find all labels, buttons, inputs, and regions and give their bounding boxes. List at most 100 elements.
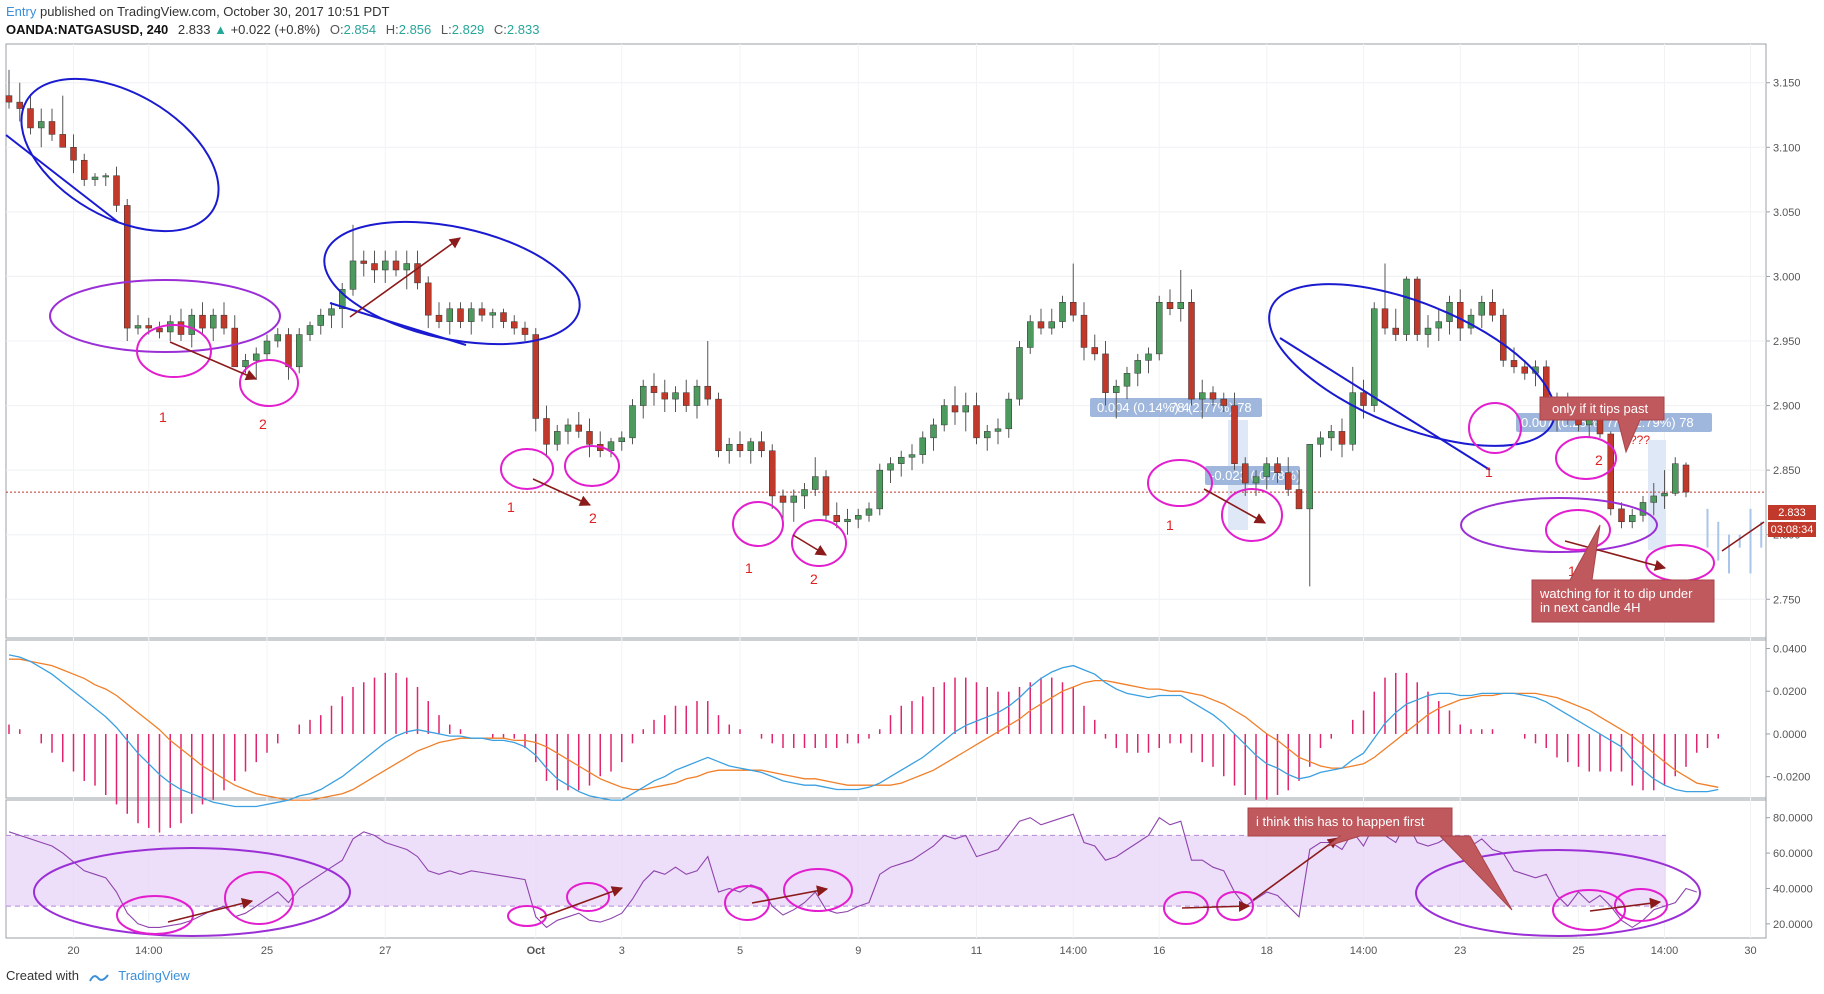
rsi-arrow-1[interactable] <box>167 898 254 923</box>
rsi-arrow-6[interactable] <box>1589 897 1662 912</box>
candle-body <box>736 444 744 452</box>
candle-body <box>220 314 228 329</box>
candle <box>274 328 281 348</box>
candle <box>349 224 357 296</box>
candle-body <box>908 454 916 458</box>
arrow-7[interactable] <box>1721 521 1765 552</box>
magenta-ellipse-6[interactable] <box>791 519 847 567</box>
magenta-ellipse-10[interactable] <box>1555 436 1617 480</box>
magenta-ellipse-11[interactable] <box>1545 509 1611 551</box>
time-tick-label: 3 <box>619 945 625 957</box>
candle-body <box>296 334 303 368</box>
blue-ellipse-1[interactable] <box>0 47 245 262</box>
candle-body <box>1285 472 1292 490</box>
callout-happen-first[interactable] <box>1247 807 1453 847</box>
rsi-purple-ellipse-1[interactable] <box>33 847 351 937</box>
macd-line <box>8 654 1719 808</box>
magenta-ellipse-5[interactable] <box>732 501 784 547</box>
candle-body <box>887 463 894 471</box>
candle-body <box>1220 398 1227 406</box>
callout-watching[interactable] <box>1531 524 1715 623</box>
candle-body <box>306 325 314 335</box>
callouts[interactable]: only if it tips past watching for it to … <box>1247 396 1715 911</box>
rsi-arrow-2[interactable] <box>539 886 624 919</box>
candle <box>1478 295 1485 329</box>
price-tick-label: 3.150 <box>1773 78 1801 90</box>
time-tick-label: 14:00 <box>135 945 163 957</box>
candle-body <box>1177 302 1184 309</box>
candle <box>1424 315 1432 348</box>
candle <box>231 315 238 368</box>
candle <box>919 431 926 464</box>
blue-ellipse-3[interactable] <box>1248 251 1576 480</box>
candle <box>769 444 776 509</box>
idea-title-link[interactable]: Entry <box>6 4 37 19</box>
rsi-magenta-ellipse-8[interactable] <box>1216 891 1254 921</box>
magenta-ellipse-8[interactable] <box>1221 488 1283 542</box>
purple-ellipse-1[interactable] <box>49 279 281 353</box>
candle-body <box>1070 302 1077 316</box>
wave-label: 1 <box>507 499 515 515</box>
measure-label-1[interactable] <box>1090 398 1262 417</box>
magenta-ellipse-9[interactable] <box>1468 402 1522 454</box>
rsi-arrow-3[interactable] <box>751 885 829 904</box>
publish-line: Entry published on TradingView.com, Octo… <box>6 4 390 19</box>
candle-body <box>640 385 647 406</box>
candle <box>1091 334 1098 361</box>
candle <box>317 308 324 335</box>
price-tick-label: 3.050 <box>1773 207 1801 219</box>
rsi-magenta-ellipse-9[interactable] <box>1552 889 1626 931</box>
candle <box>779 489 787 522</box>
rsi-magenta-ellipse-6[interactable] <box>783 868 853 912</box>
rsi-magenta-ellipse-4[interactable] <box>566 882 610 912</box>
question-marks: ??? <box>1630 433 1650 447</box>
symbol-label[interactable]: OANDA:NATGASUSD, 240 <box>6 22 169 37</box>
macd-axis[interactable]: 0.0400 0.0200 0.0000 -0.0200 <box>1766 644 1810 784</box>
candle-body <box>747 441 754 452</box>
blue-trendline-2[interactable] <box>329 302 467 346</box>
candle <box>650 373 658 406</box>
candle-body <box>812 476 819 490</box>
measure-box-2[interactable] <box>1648 440 1666 550</box>
magenta-ellipse-2[interactable] <box>239 359 299 407</box>
up-arrow-icon: ▲ <box>214 22 227 37</box>
callout-tips-past[interactable] <box>1539 396 1665 454</box>
user-drawings[interactable] <box>0 47 1765 937</box>
rsi-axis[interactable]: 80.0000 60.0000 40.0000 20.0000 <box>1766 813 1813 931</box>
magenta-ellipse-7[interactable] <box>1147 459 1213 507</box>
rsi-magenta-ellipse-2[interactable] <box>224 871 294 925</box>
rsi-purple-ellipse-2[interactable] <box>1415 849 1701 937</box>
candle-body <box>1618 508 1625 523</box>
arrow-2[interactable] <box>349 237 461 318</box>
magenta-ellipse-1[interactable] <box>136 324 212 378</box>
rsi-arrow-5[interactable] <box>1252 837 1339 901</box>
magenta-ellipse-3[interactable] <box>500 448 554 490</box>
arrow-3[interactable] <box>532 478 592 506</box>
rsi-magenta-ellipse-10[interactable] <box>1614 888 1668 922</box>
arrow-6[interactable] <box>1564 540 1667 571</box>
price-tick-label: 2.750 <box>1773 594 1801 606</box>
candle-body <box>134 325 142 329</box>
countdown-badge <box>1768 522 1816 537</box>
time-axis[interactable]: 20 14:00 25 27 Oct 3 5 9 11 14:00 16 18 14:00 23 25 14:… <box>67 945 1824 957</box>
candle-body <box>349 260 357 290</box>
candle <box>855 508 862 529</box>
arrow-1[interactable] <box>169 341 258 381</box>
candle-body <box>145 325 152 329</box>
candle-body <box>683 392 690 406</box>
magenta-ellipse-4[interactable] <box>564 445 620 487</box>
purple-ellipse-2[interactable] <box>1460 497 1658 553</box>
arrow-5[interactable] <box>1203 488 1266 524</box>
open-value: 2.854 <box>343 22 377 37</box>
blue-trendline-1[interactable] <box>5 134 119 223</box>
macd-signal-line <box>9 658 1719 801</box>
rsi-magenta-ellipse-5[interactable] <box>724 885 770 921</box>
rsi-arrow-4[interactable] <box>1181 900 1251 912</box>
candle <box>930 418 937 451</box>
candle-body <box>1328 431 1335 439</box>
arrow-4[interactable] <box>792 534 827 556</box>
candle-body <box>285 334 292 368</box>
blue-trendline-3[interactable] <box>1279 337 1491 471</box>
footer-tradingview-link[interactable]: TradingView <box>118 968 190 983</box>
